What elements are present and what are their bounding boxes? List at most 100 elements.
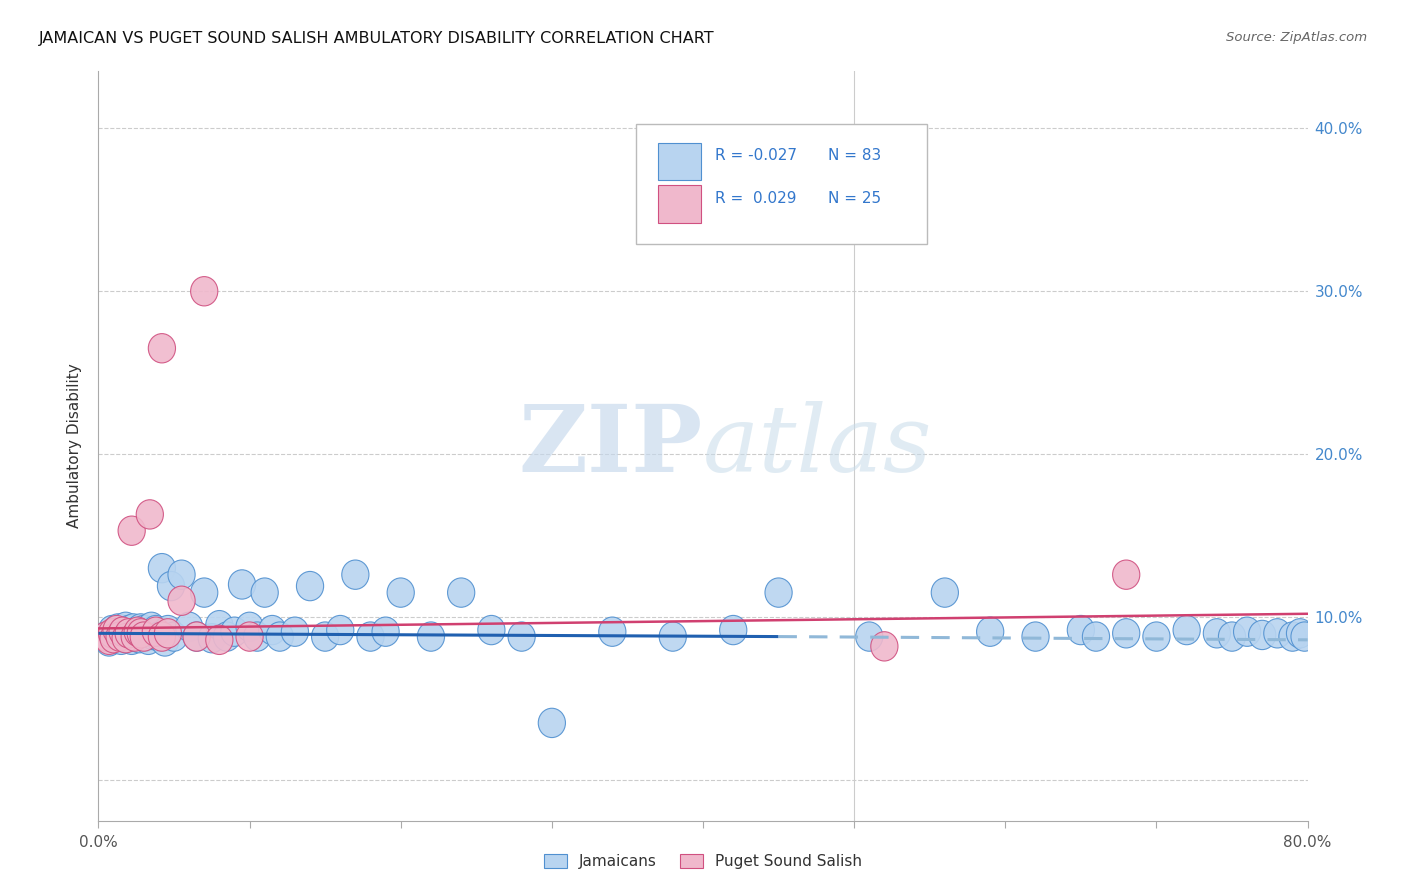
Ellipse shape [100, 624, 127, 653]
Ellipse shape [110, 617, 136, 647]
Ellipse shape [1067, 615, 1094, 645]
Ellipse shape [870, 632, 898, 661]
Ellipse shape [155, 619, 181, 648]
Ellipse shape [176, 612, 202, 641]
Ellipse shape [538, 708, 565, 738]
Ellipse shape [1143, 622, 1170, 651]
Ellipse shape [1249, 620, 1275, 649]
Ellipse shape [1219, 622, 1246, 651]
Ellipse shape [1112, 560, 1140, 590]
Ellipse shape [118, 625, 145, 655]
Ellipse shape [112, 612, 139, 641]
Ellipse shape [1279, 622, 1306, 651]
Ellipse shape [183, 622, 211, 651]
Text: JAMAICAN VS PUGET SOUND SALISH AMBULATORY DISABILITY CORRELATION CHART: JAMAICAN VS PUGET SOUND SALISH AMBULATOR… [39, 31, 716, 46]
Text: Source: ZipAtlas.com: Source: ZipAtlas.com [1226, 31, 1367, 45]
Text: R = -0.027: R = -0.027 [716, 148, 797, 162]
Ellipse shape [765, 578, 792, 607]
Ellipse shape [659, 622, 686, 651]
Ellipse shape [117, 620, 143, 649]
Ellipse shape [236, 622, 263, 651]
Ellipse shape [131, 615, 157, 645]
Ellipse shape [720, 615, 747, 645]
Ellipse shape [110, 617, 136, 647]
Ellipse shape [236, 612, 263, 641]
Ellipse shape [1022, 622, 1049, 651]
Ellipse shape [145, 622, 173, 651]
Ellipse shape [1204, 619, 1230, 648]
Ellipse shape [221, 617, 247, 647]
Ellipse shape [447, 578, 475, 607]
Ellipse shape [167, 560, 195, 590]
Ellipse shape [122, 617, 150, 647]
Ellipse shape [139, 620, 166, 649]
Ellipse shape [856, 622, 883, 651]
Ellipse shape [326, 615, 354, 645]
Ellipse shape [228, 570, 256, 599]
Ellipse shape [136, 500, 163, 529]
Y-axis label: Ambulatory Disability: Ambulatory Disability [67, 364, 83, 528]
Ellipse shape [114, 624, 141, 653]
Ellipse shape [418, 622, 444, 651]
Ellipse shape [142, 615, 170, 645]
Ellipse shape [205, 610, 233, 640]
Ellipse shape [93, 622, 120, 651]
Ellipse shape [131, 622, 157, 651]
Ellipse shape [252, 578, 278, 607]
Legend: Jamaicans, Puget Sound Salish: Jamaicans, Puget Sound Salish [538, 848, 868, 875]
Ellipse shape [148, 622, 176, 651]
Ellipse shape [125, 624, 153, 653]
Ellipse shape [111, 622, 138, 651]
Ellipse shape [297, 572, 323, 600]
Text: N = 83: N = 83 [828, 148, 880, 162]
Ellipse shape [104, 614, 132, 643]
Text: N = 25: N = 25 [828, 191, 880, 206]
Ellipse shape [1112, 619, 1140, 648]
Ellipse shape [98, 619, 125, 648]
Ellipse shape [124, 617, 152, 647]
Ellipse shape [312, 622, 339, 651]
Ellipse shape [120, 614, 146, 643]
Ellipse shape [508, 622, 536, 651]
Ellipse shape [124, 619, 152, 648]
Ellipse shape [148, 554, 176, 582]
Ellipse shape [138, 612, 165, 641]
Ellipse shape [387, 578, 415, 607]
Ellipse shape [115, 615, 142, 645]
Ellipse shape [103, 624, 131, 653]
Ellipse shape [157, 572, 184, 600]
Ellipse shape [93, 622, 120, 651]
FancyBboxPatch shape [658, 186, 700, 223]
Ellipse shape [281, 617, 308, 647]
Ellipse shape [1286, 619, 1313, 648]
Ellipse shape [1264, 619, 1291, 648]
Ellipse shape [98, 615, 125, 645]
Ellipse shape [214, 622, 240, 651]
Ellipse shape [103, 615, 131, 645]
Ellipse shape [266, 622, 294, 651]
Ellipse shape [105, 622, 134, 651]
Ellipse shape [132, 622, 159, 651]
Ellipse shape [243, 622, 271, 651]
Ellipse shape [148, 334, 176, 363]
Text: ZIP: ZIP [519, 401, 703, 491]
Ellipse shape [112, 624, 139, 653]
FancyBboxPatch shape [637, 124, 927, 244]
Ellipse shape [127, 614, 155, 643]
Ellipse shape [1173, 615, 1201, 645]
Ellipse shape [136, 617, 163, 647]
Ellipse shape [191, 578, 218, 607]
Ellipse shape [115, 619, 142, 648]
Ellipse shape [198, 624, 225, 653]
Ellipse shape [152, 627, 179, 657]
Ellipse shape [357, 622, 384, 651]
Ellipse shape [259, 615, 285, 645]
Ellipse shape [96, 627, 122, 657]
Ellipse shape [155, 615, 181, 645]
Ellipse shape [167, 586, 195, 615]
Ellipse shape [1233, 617, 1261, 647]
Ellipse shape [342, 560, 368, 590]
Ellipse shape [107, 625, 135, 655]
Ellipse shape [96, 625, 122, 655]
FancyBboxPatch shape [658, 143, 700, 180]
